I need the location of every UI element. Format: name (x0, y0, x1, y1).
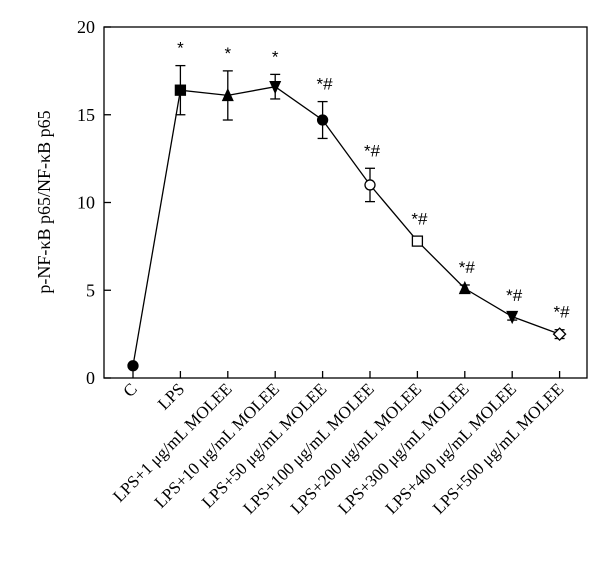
significance-label: * (177, 39, 184, 58)
markers (127, 81, 567, 372)
x-tick-label: C (119, 379, 140, 400)
significance-label: *# (364, 141, 381, 160)
data-point (552, 327, 567, 342)
y-tick-label: 20 (77, 17, 95, 37)
data-point (269, 81, 282, 95)
y-axis: 0 5 10 15 20 (77, 17, 111, 388)
significance-label: *# (317, 75, 334, 94)
annotations: * * * *# *# *# *# *# *# (177, 39, 570, 322)
significance-label: * (224, 44, 231, 63)
plot-frame (103, 26, 588, 379)
significance-label: *# (506, 286, 523, 305)
data-point (458, 280, 471, 295)
y-axis-title: p-NF-κB p65/NF-κB p65 (34, 110, 54, 293)
significance-label: *# (411, 210, 428, 229)
x-tick-label: LPS (154, 379, 188, 413)
significance-label: *# (459, 258, 476, 277)
significance-label: *# (554, 303, 571, 322)
significance-label: * (272, 47, 279, 66)
data-point (411, 235, 424, 247)
data-point (127, 360, 139, 372)
y-tick-label: 10 (77, 193, 95, 213)
y-tick-label: 5 (86, 280, 95, 300)
data-point (316, 114, 329, 126)
data-point (221, 87, 234, 102)
y-tick-label: 0 (86, 368, 95, 388)
y-tick-label: 15 (77, 105, 95, 125)
data-point (506, 310, 519, 325)
data-point (364, 179, 376, 191)
series-line (132, 86, 560, 366)
data-point (174, 84, 187, 96)
